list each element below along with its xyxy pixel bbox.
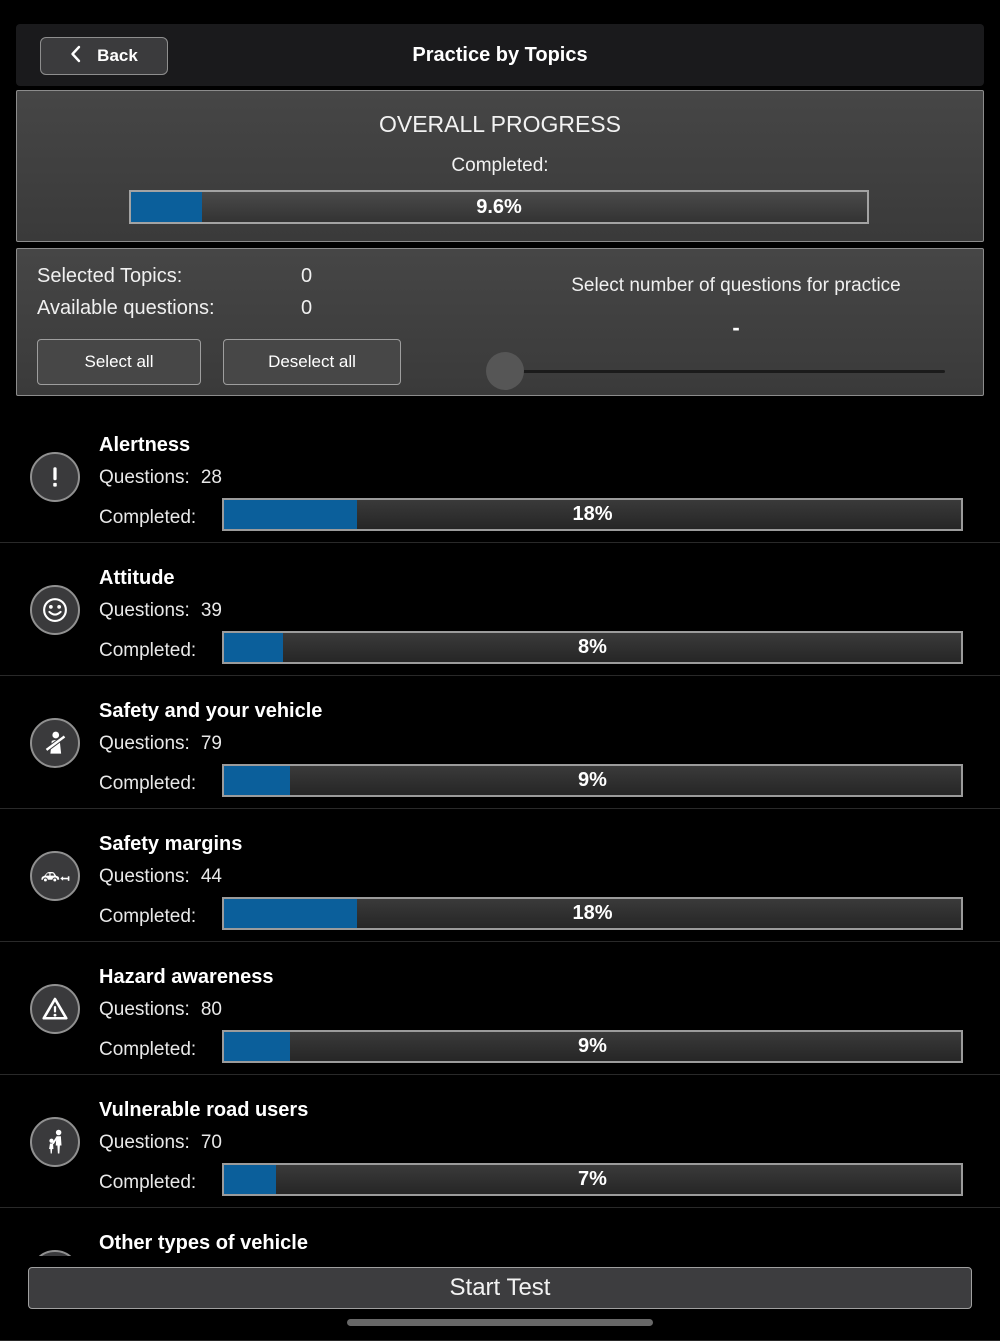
topic-row[interactable]: Vulnerable road users Questions: 70 Compl… <box>0 1075 1000 1208</box>
questions-label: Questions: <box>99 866 190 887</box>
topic-list: Alertness Questions: 28 Completed: 18% At… <box>0 410 1000 1341</box>
start-test-button[interactable]: Start Test <box>28 1267 972 1309</box>
questions-count: 28 <box>200 467 222 488</box>
topic-progress-bar: 7% <box>222 1163 963 1196</box>
completed-label: Completed: <box>99 1039 197 1060</box>
topic-progress-fill <box>224 500 357 529</box>
smiley-face-icon <box>30 585 80 635</box>
topic-questions-line: Questions: 28 <box>99 467 222 489</box>
topic-questions-line: Questions: 80 <box>99 999 222 1021</box>
topic-progress-fill <box>224 1032 291 1061</box>
topic-row[interactable]: Safety margins Questions: 44 Completed: 1… <box>0 809 1000 942</box>
topic-questions-line: Questions: 39 <box>99 600 222 622</box>
questions-label: Questions: <box>99 600 190 621</box>
question-count-slider-knob[interactable] <box>486 352 524 390</box>
completed-label: Completed: <box>99 773 197 794</box>
overall-progress-panel: OVERALL PROGRESS Completed: 9.6% <box>16 90 984 242</box>
topic-questions-line: Questions: 70 <box>99 1132 222 1154</box>
topic-progress-fill <box>224 633 283 662</box>
topic-progress-fill <box>224 1165 276 1194</box>
questions-label: Questions: <box>99 733 190 754</box>
deselect-all-button[interactable]: Deselect all <box>223 339 401 385</box>
back-button[interactable]: Back <box>40 37 168 75</box>
completed-label: Completed: <box>99 1172 197 1193</box>
overall-progress-bar: 9.6% <box>129 190 869 224</box>
topic-progress-percent: 18% <box>572 902 613 924</box>
overall-completed-label: Completed: <box>451 155 549 176</box>
topic-progress-percent: 18% <box>572 503 613 525</box>
topic-progress-bar: 9% <box>222 764 963 797</box>
available-questions-value: 0 <box>301 297 313 319</box>
topic-progress-bar: 8% <box>222 631 963 664</box>
topic-progress-percent: 9% <box>578 1035 607 1057</box>
back-button-label: Back <box>97 46 138 65</box>
questions-label: Questions: <box>99 1132 190 1153</box>
exclamation-icon <box>30 452 80 502</box>
completed-label: Completed: <box>99 906 197 927</box>
topic-progress-percent: 9% <box>578 769 607 791</box>
questions-count: 70 <box>200 1132 222 1153</box>
topic-name: Alertness <box>99 434 191 456</box>
topic-progress-bar: 9% <box>222 1030 963 1063</box>
completed-label: Completed: <box>99 507 197 528</box>
topic-progress-percent: 7% <box>578 1168 607 1190</box>
question-count-value: - <box>732 315 740 340</box>
topic-name: Attitude <box>99 567 175 589</box>
topic-progress-bar: 18% <box>222 897 963 930</box>
footer-bar: Start Test <box>0 1256 1000 1334</box>
selected-topics-value: 0 <box>301 265 313 287</box>
navigation-bar: Back Practice by Topics <box>16 24 984 86</box>
topic-row[interactable]: Alertness Questions: 28 Completed: 18% <box>0 410 1000 543</box>
questions-count: 39 <box>200 600 222 621</box>
overall-progress-percent: 9.6% <box>476 195 522 218</box>
home-indicator[interactable] <box>347 1319 653 1326</box>
completed-label: Completed: <box>99 640 197 661</box>
selected-topics-label: Selected Topics: <box>37 265 183 287</box>
topic-progress-bar: 18% <box>222 498 963 531</box>
questions-label: Questions: <box>99 999 190 1020</box>
topic-row[interactable]: Attitude Questions: 39 Completed: 8% <box>0 543 1000 676</box>
topic-progress-fill <box>224 766 291 795</box>
topic-questions-line: Questions: 79 <box>99 733 222 755</box>
chevron-left-icon <box>70 45 81 68</box>
seatbelt-icon <box>30 718 80 768</box>
questions-count: 44 <box>200 866 222 887</box>
topic-name: Safety margins <box>99 833 243 855</box>
available-questions-row: Available questions: 0 <box>37 297 312 320</box>
overall-progress-title: OVERALL PROGRESS <box>378 111 621 137</box>
available-questions-label: Available questions: <box>37 297 215 319</box>
car-distance-icon <box>30 851 80 901</box>
topic-name: Other types of vehicle <box>99 1232 308 1254</box>
questions-label: Questions: <box>99 467 190 488</box>
topic-name: Vulnerable road users <box>99 1099 309 1121</box>
questions-count: 79 <box>200 733 222 754</box>
topic-row[interactable]: Hazard awareness Questions: 80 Completed:… <box>0 942 1000 1075</box>
select-all-button[interactable]: Select all <box>37 339 201 385</box>
question-count-slider-title: Select number of questions for practice <box>571 275 901 296</box>
topic-name: Hazard awareness <box>99 966 274 988</box>
topic-progress-percent: 8% <box>578 636 607 658</box>
topic-row[interactable]: Safety and your vehicle Questions: 79 Com… <box>0 676 1000 809</box>
topic-progress-fill <box>224 899 357 928</box>
warning-triangle-icon <box>30 984 80 1034</box>
selected-topics-row: Selected Topics: 0 <box>37 265 312 288</box>
selection-panel: Selected Topics: 0 Available questions: … <box>16 248 984 396</box>
pedestrians-icon <box>30 1117 80 1167</box>
overall-progress-fill <box>131 192 202 222</box>
topic-name: Safety and your vehicle <box>99 700 323 722</box>
questions-count: 80 <box>200 999 222 1020</box>
topic-questions-line: Questions: 44 <box>99 866 222 888</box>
question-count-slider-track[interactable] <box>505 370 945 373</box>
